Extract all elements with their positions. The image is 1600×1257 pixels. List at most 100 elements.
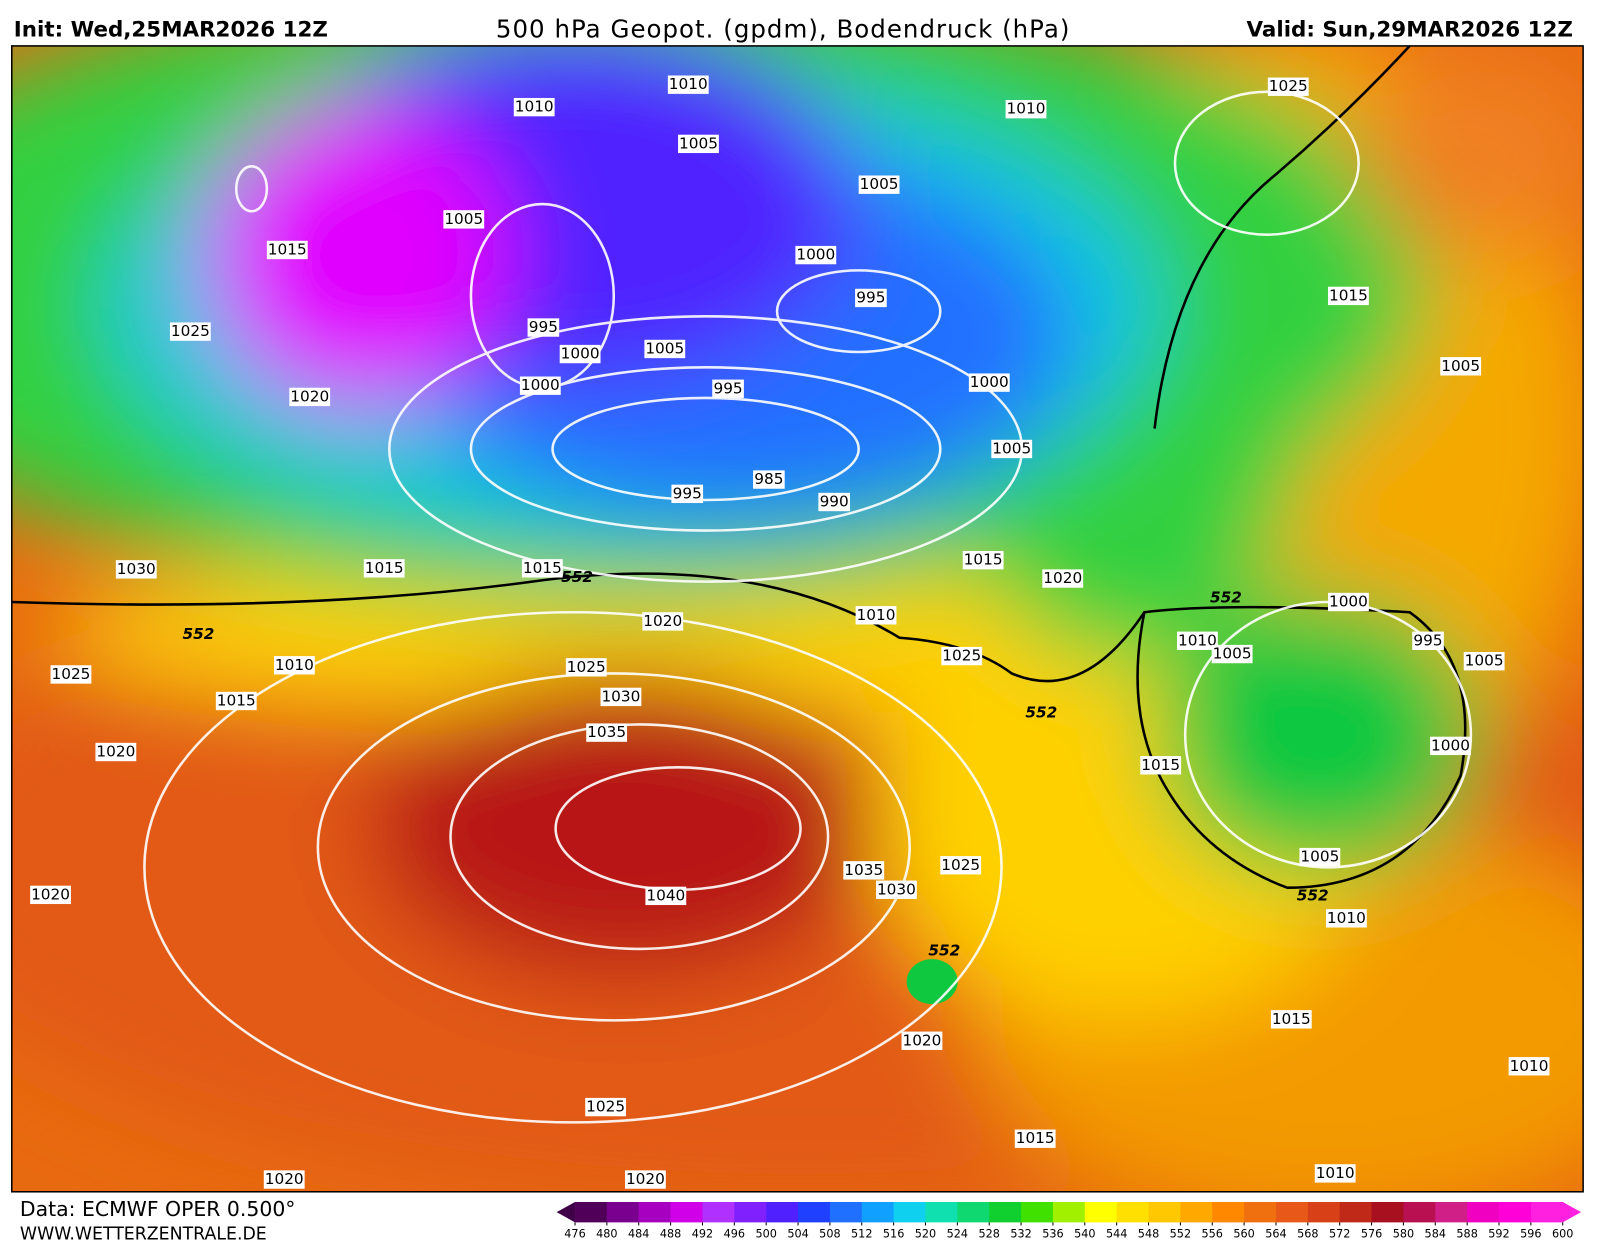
isobar-label-box [1270, 1010, 1312, 1029]
height-contour-label: 552 [561, 568, 593, 586]
isobar-label: 1020 [96, 743, 135, 761]
colorbar-tick-label: 496 [724, 1228, 745, 1241]
isobar-label-box [1325, 909, 1367, 928]
colorbar-swatch [1116, 1201, 1150, 1223]
colorbar-swatch [766, 1201, 799, 1223]
isobar-label-box [115, 560, 157, 579]
colorbar-tick-label: 548 [1138, 1228, 1159, 1241]
colorbar-tick-label: 544 [1106, 1228, 1127, 1241]
isobar-label: 1005 [679, 134, 718, 152]
isobar-label: 1015 [964, 551, 1003, 569]
isobar-label-box [586, 723, 628, 742]
height-contour-label: 552 [928, 941, 960, 959]
colorbar-swatch [606, 1201, 640, 1223]
colorbar: 476 480 484 488 492 496 500 504 508 512 516 520 524 5… [556, 1201, 1582, 1241]
isobar-label-box [625, 1170, 666, 1189]
colorbar-tick-label: 528 [978, 1228, 999, 1241]
colorbar-tick-label: 568 [1297, 1228, 1318, 1241]
colorbar-tick-label: 560 [1233, 1228, 1254, 1241]
isobar-label: 1005 [1465, 652, 1504, 670]
isobar-label: 1005 [860, 175, 899, 193]
isobar-label: 1025 [1269, 77, 1308, 95]
isobar-label-box [1430, 736, 1471, 756]
isobar-label: 1020 [643, 612, 682, 630]
colorbar-tick-label: 504 [787, 1228, 808, 1241]
isobar-label: 1030 [877, 880, 916, 898]
isobar-label-box [645, 886, 687, 906]
isobar-label: 1005 [645, 339, 684, 357]
isobar-label-box [1314, 1164, 1356, 1183]
isobar-label: 1015 [1016, 1129, 1055, 1147]
colorbar-swatch [575, 1201, 608, 1223]
isobar-label: 1010 [275, 656, 314, 674]
isobar-label: 1000 [561, 345, 600, 363]
isobar-label-box [940, 856, 982, 875]
colorbar-tick-label: 532 [1010, 1228, 1031, 1241]
isobar-label-box [1440, 357, 1482, 376]
map-frame [11, 45, 1584, 1193]
colorbar-tick-label: 492 [692, 1228, 713, 1241]
colorbar-tick-label: 484 [628, 1228, 649, 1241]
isobar-label-box [712, 379, 744, 398]
isobar-label: 990 [820, 493, 849, 511]
colorbar-tick-label: 524 [947, 1228, 968, 1241]
colorbar-swatch [670, 1201, 703, 1223]
isobar-label: 1020 [31, 885, 70, 903]
isobar-label-box [1177, 631, 1218, 650]
isobar-label-box [263, 1170, 305, 1189]
colorbar-tick-label: 580 [1393, 1228, 1414, 1241]
isobar-label-box [50, 665, 92, 684]
height-contour-label: 552 [1210, 588, 1242, 606]
colorbar-tick-label: 564 [1265, 1228, 1286, 1241]
isobar-label-box [215, 691, 257, 711]
isobar-label-box [1211, 644, 1253, 664]
isobar-label-box [565, 658, 607, 677]
isobar-label: 1010 [1327, 909, 1366, 927]
isobar-label: 1010 [515, 98, 554, 116]
colorbar-tick-label: 584 [1425, 1228, 1446, 1241]
colorbar-swatch [893, 1201, 926, 1223]
isobar-label-box [968, 373, 1010, 392]
isobar-label-box [527, 318, 560, 337]
isobar-label: 1015 [217, 691, 256, 709]
isobar-label: 1015 [268, 240, 307, 258]
colorbar-tick-label: 488 [660, 1228, 681, 1241]
isobar-label: 1025 [567, 658, 606, 676]
isobar-label-box [876, 880, 917, 899]
colorbar-tick-label: 592 [1488, 1228, 1509, 1241]
colorbar-swatch [1403, 1201, 1436, 1223]
isobar-label-box [1463, 652, 1505, 671]
isobar-label: 1000 [796, 246, 835, 264]
isobar-label: 1020 [1043, 569, 1082, 587]
isobar-label-box [1328, 592, 1369, 612]
colorbar-swatch [1180, 1201, 1213, 1223]
colorbar-tick-label: 588 [1456, 1228, 1477, 1241]
isobar-label-box [962, 550, 1004, 570]
colorbar-swatch [702, 1201, 735, 1223]
isobar-label: 1035 [587, 723, 626, 741]
isobar-label: 1000 [1329, 593, 1368, 611]
website: WWW.WETTERZENTRALE.DE [20, 1225, 267, 1245]
colorbar-swatch [1498, 1201, 1532, 1223]
colorbar-swatch [829, 1201, 863, 1223]
data-source: Data: ECMWF OPER 0.500° [20, 1197, 296, 1221]
isobar-label: 1005 [992, 439, 1031, 457]
height-contour-label: 552 [183, 625, 215, 643]
isobar-label: 995 [713, 379, 742, 397]
colorbar-tick-label: 476 [564, 1228, 585, 1241]
colorbar-swatch [1148, 1201, 1181, 1223]
isobar-label-box [644, 339, 686, 359]
isobar-label: 1020 [626, 1170, 665, 1188]
isobar-label-box [95, 742, 137, 762]
isobar-label-box [843, 861, 885, 880]
colorbar-tick-label: 540 [1074, 1228, 1095, 1241]
colorbar-swatch [1435, 1201, 1468, 1223]
isobar-label: 1025 [171, 322, 210, 340]
isobar-label-box [1299, 847, 1341, 867]
isobar-label: 1025 [941, 856, 980, 874]
isobar-label: 1015 [1272, 1010, 1311, 1028]
isobar-label: 1010 [1007, 100, 1046, 118]
colorbar-swatch [1244, 1201, 1277, 1223]
isobar-label-box [818, 492, 850, 512]
isobar-label-box [521, 559, 563, 578]
